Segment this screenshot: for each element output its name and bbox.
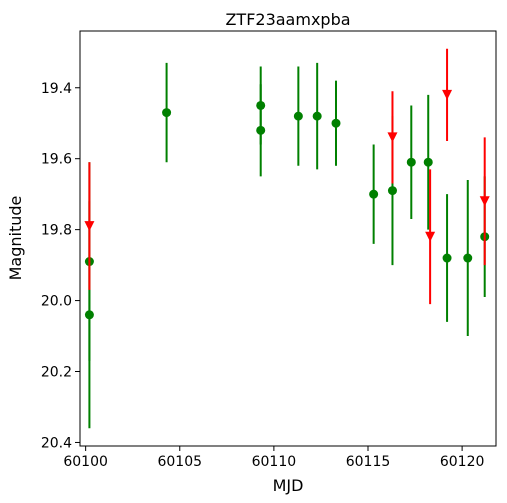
x-tick-label: 60115 [346, 454, 391, 470]
detection-point [84, 310, 94, 320]
y-tick-label: 20.0 [41, 294, 72, 310]
y-axis: 19.4 19.6 19.8 20.0 20.2 20.4 [41, 81, 80, 451]
x-tick-label: 60100 [63, 454, 108, 470]
y-tick-label: 19.8 [41, 223, 72, 239]
detection-point [463, 253, 473, 263]
y-tick-label: 19.4 [41, 81, 72, 97]
detection-point [256, 125, 266, 135]
x-tick-label: 60105 [157, 454, 202, 470]
upper-limit-marker [425, 231, 436, 242]
x-tick-label: 60120 [440, 454, 485, 470]
detection-point [312, 111, 322, 121]
x-axis-label: MJD [273, 476, 304, 495]
y-tick-label: 20.4 [41, 435, 72, 451]
upper-limit-marker [387, 132, 398, 143]
y-axis-label: Magnitude [6, 196, 25, 281]
detection-point [293, 111, 303, 121]
x-axis: 60100 60105 60110 60115 60120 [63, 446, 484, 470]
detection-point [406, 157, 416, 167]
upper-limit-marker [442, 89, 453, 100]
y-tick-label: 20.2 [41, 365, 72, 381]
detection-point [162, 108, 172, 118]
data-marks [84, 48, 490, 429]
upper-limit-marker [479, 196, 490, 207]
detection-point [387, 186, 397, 196]
upper-limit-marker [84, 221, 95, 232]
chart-title: ZTF23aamxpba [225, 10, 350, 29]
detection-point [331, 118, 341, 128]
detection-point [442, 253, 452, 263]
x-tick-label: 60110 [252, 454, 297, 470]
y-tick-label: 19.6 [41, 152, 72, 168]
plot-frame [79, 30, 497, 447]
detection-point [423, 157, 433, 167]
detection-point [369, 189, 379, 199]
